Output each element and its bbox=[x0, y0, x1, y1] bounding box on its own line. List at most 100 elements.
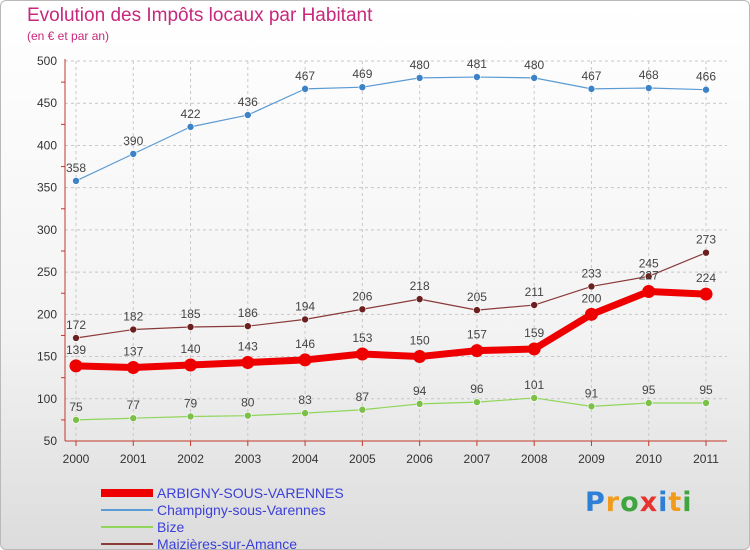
data-point bbox=[699, 287, 713, 301]
legend-label: ARBIGNY-SOUS-VARENNES bbox=[157, 485, 344, 501]
x-tick-label: 2006 bbox=[406, 452, 433, 466]
data-label: 146 bbox=[295, 337, 315, 351]
series-line bbox=[72, 288, 710, 372]
data-point bbox=[244, 411, 252, 420]
brand-letter: r bbox=[605, 487, 621, 518]
x-tick-label: 2002 bbox=[177, 452, 204, 466]
data-point bbox=[129, 150, 138, 158]
x-tick-label: 2001 bbox=[120, 452, 147, 466]
legend-swatch bbox=[101, 489, 153, 497]
data-point bbox=[530, 394, 538, 402]
data-point bbox=[241, 355, 255, 369]
data-label: 436 bbox=[238, 95, 258, 109]
data-label: 153 bbox=[352, 331, 372, 345]
brand-letter: P bbox=[585, 487, 606, 518]
legend-swatch bbox=[101, 526, 153, 528]
data-point bbox=[355, 347, 369, 361]
data-label: 186 bbox=[238, 306, 258, 320]
data-label: 87 bbox=[356, 390, 370, 404]
brand-logo: Proxiti bbox=[585, 487, 693, 518]
legend-label: Maizières-sur-Amance bbox=[157, 536, 298, 550]
data-label: 182 bbox=[123, 310, 143, 324]
data-label: 422 bbox=[181, 107, 201, 121]
data-label: 233 bbox=[581, 266, 601, 280]
data-label: 95 bbox=[642, 383, 656, 397]
data-point bbox=[72, 334, 80, 342]
data-label: 80 bbox=[241, 396, 255, 410]
y-tick-label: 200 bbox=[37, 307, 57, 321]
data-label: 469 bbox=[352, 67, 372, 81]
data-label: 481 bbox=[467, 57, 487, 71]
data-point bbox=[587, 282, 596, 291]
data-label: 172 bbox=[66, 318, 86, 332]
data-point bbox=[358, 305, 367, 314]
x-tick-label: 2003 bbox=[234, 452, 261, 466]
x-tick-label: 2005 bbox=[349, 452, 376, 466]
data-label: 79 bbox=[184, 397, 198, 411]
data-point bbox=[473, 73, 481, 81]
data-label: 211 bbox=[525, 285, 544, 299]
data-label: 96 bbox=[470, 382, 484, 396]
legend-label: Champigny-sous-Varennes bbox=[157, 502, 326, 518]
data-label: 467 bbox=[581, 69, 601, 83]
brand-letter: x bbox=[639, 487, 659, 518]
data-label: 200 bbox=[581, 291, 601, 305]
data-point bbox=[72, 177, 80, 185]
data-point bbox=[186, 123, 195, 131]
brand-letter: o bbox=[620, 487, 640, 518]
data-point bbox=[530, 74, 538, 82]
data-label: 137 bbox=[123, 345, 143, 359]
data-point bbox=[415, 400, 424, 408]
data-label: 480 bbox=[410, 58, 430, 72]
brand-letter: i bbox=[682, 487, 693, 518]
series-line bbox=[75, 397, 707, 421]
data-label: 83 bbox=[298, 393, 312, 407]
chart-subtitle: (en € et par an) bbox=[27, 29, 110, 43]
data-point bbox=[470, 344, 484, 358]
data-point bbox=[587, 85, 596, 93]
data-point bbox=[69, 359, 83, 373]
data-label: 205 bbox=[467, 290, 487, 304]
data-label: 150 bbox=[410, 334, 430, 348]
data-point bbox=[702, 85, 710, 94]
data-point bbox=[644, 84, 653, 92]
x-tick-label: 2004 bbox=[292, 452, 319, 466]
data-label: 185 bbox=[181, 307, 201, 321]
data-label: 227 bbox=[639, 269, 659, 283]
data-label: 218 bbox=[410, 279, 430, 293]
series-line bbox=[75, 252, 707, 339]
data-label: 468 bbox=[639, 68, 659, 82]
data-label: 77 bbox=[127, 398, 141, 412]
data-point bbox=[644, 272, 653, 281]
data-label: 194 bbox=[295, 299, 315, 313]
data-point bbox=[415, 74, 424, 82]
data-label: 480 bbox=[524, 58, 544, 72]
data-label: 467 bbox=[295, 69, 315, 83]
data-label: 95 bbox=[699, 383, 713, 397]
data-label: 143 bbox=[238, 339, 258, 353]
data-point bbox=[702, 399, 710, 407]
data-label: 94 bbox=[413, 384, 427, 398]
y-tick-label: 100 bbox=[37, 392, 57, 406]
data-point bbox=[184, 358, 198, 372]
chart-title: Evolution des Impôts locaux par Habitant bbox=[27, 5, 373, 26]
y-tick-label: 250 bbox=[37, 265, 57, 279]
x-tick-label: 2011 bbox=[693, 452, 719, 466]
y-tick-label: 500 bbox=[37, 54, 57, 68]
data-point bbox=[301, 409, 309, 417]
data-point bbox=[587, 402, 596, 411]
brand-letter: t bbox=[668, 487, 683, 518]
data-label: 101 bbox=[524, 378, 544, 392]
data-point bbox=[702, 248, 710, 257]
series-line bbox=[75, 76, 707, 182]
brand-letter: i bbox=[658, 487, 669, 518]
legend-swatch bbox=[101, 509, 153, 511]
data-point bbox=[530, 301, 538, 309]
data-label: 159 bbox=[524, 326, 544, 340]
data-label: 245 bbox=[639, 256, 659, 270]
data-label: 390 bbox=[123, 134, 143, 148]
data-point bbox=[415, 295, 424, 303]
data-point bbox=[301, 85, 309, 93]
